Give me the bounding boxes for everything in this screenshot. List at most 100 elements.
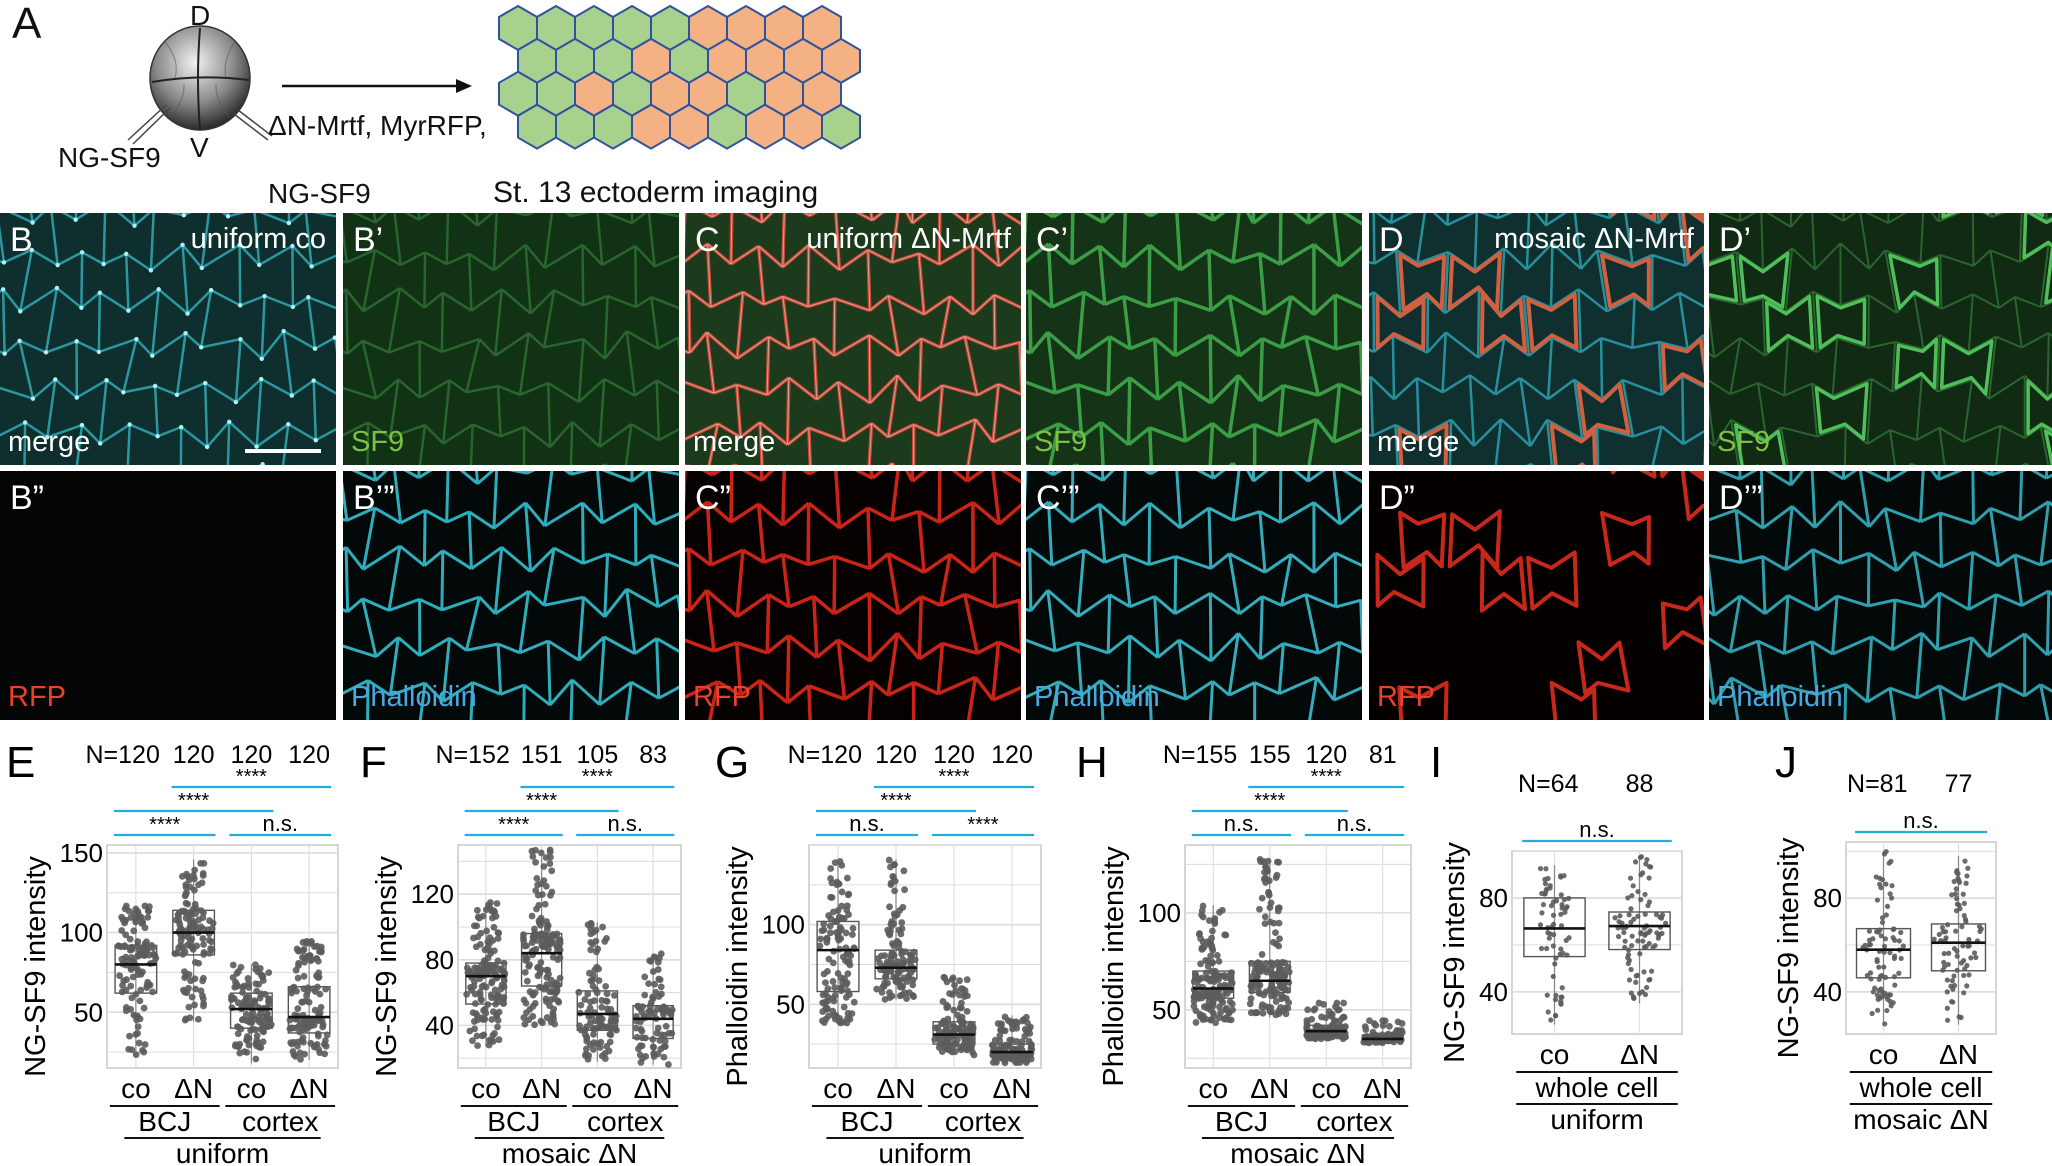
panel-label: J: [1775, 738, 1797, 787]
data-point: [1965, 865, 1971, 871]
data-point: [1628, 919, 1634, 925]
significance-label: ****: [178, 790, 209, 812]
data-point: [1616, 919, 1622, 925]
data-point: [886, 931, 894, 939]
data-point: [1882, 1021, 1888, 1027]
data-point: [650, 1053, 658, 1060]
data-point: [295, 1022, 303, 1030]
data-point: [197, 907, 205, 915]
data-point: [541, 900, 549, 908]
group-label: BCJ: [138, 1106, 191, 1137]
data-point: [1247, 995, 1255, 1003]
data-point: [845, 911, 852, 918]
data-point: [198, 879, 206, 887]
data-point: [1018, 1038, 1026, 1045]
data-point: [1951, 973, 1957, 979]
data-point: [873, 985, 881, 993]
data-point: [1949, 892, 1955, 898]
data-point: [470, 922, 478, 930]
data-point: [1265, 889, 1273, 897]
data-point: [997, 1026, 1005, 1034]
mrtf-expressing-cell: [1815, 294, 1867, 350]
data-point: [1013, 1020, 1021, 1027]
data-point: [520, 937, 528, 944]
data-point: [882, 973, 890, 980]
data-point: [903, 995, 910, 1002]
data-point: [1258, 1003, 1266, 1011]
channel-label: Phalloidin: [351, 681, 477, 713]
data-point: [1538, 945, 1545, 952]
data-point: [523, 977, 531, 985]
data-point: [319, 1023, 327, 1031]
data-point: [536, 983, 543, 991]
mrtf-expressing-cell: [1549, 422, 1598, 465]
data-point: [908, 952, 915, 960]
micrograph-label: B: [10, 221, 33, 259]
mrtf-expressing-cell: [1375, 552, 1426, 609]
channel-label: SF9: [351, 426, 405, 458]
data-point: [1958, 960, 1965, 966]
data-point: [827, 929, 834, 937]
data-point: [469, 1037, 476, 1045]
mrtf-expressing-cell: [1549, 680, 1597, 720]
data-point: [845, 890, 853, 898]
data-point: [533, 905, 540, 913]
data-point: [1539, 910, 1545, 916]
data-point: [665, 1061, 672, 1068]
data-point: [595, 965, 603, 973]
mrtf-expressing-cell: [1479, 292, 1527, 355]
y-tick-label: 100: [762, 910, 805, 940]
channel-label: merge: [1377, 426, 1460, 458]
data-point: [612, 1017, 620, 1025]
data-point: [886, 903, 893, 911]
data-point: [1539, 890, 1545, 897]
n-count-label: 120: [875, 741, 917, 769]
data-point: [825, 912, 832, 919]
data-point: [836, 858, 844, 865]
data-point: [553, 930, 561, 938]
mrtf-expressing-cell: [1576, 382, 1631, 437]
x-category-label: co: [471, 1073, 501, 1104]
data-point: [533, 874, 541, 882]
data-point: [1270, 961, 1277, 969]
data-point: [891, 912, 899, 920]
data-point: [520, 931, 527, 938]
data-point: [1625, 952, 1632, 958]
data-point: [990, 1042, 998, 1050]
data-point: [1941, 959, 1947, 966]
data-point: [1265, 1003, 1273, 1011]
data-point: [176, 921, 184, 929]
data-point: [313, 942, 321, 950]
data-point: [1339, 1031, 1346, 1038]
micrograph-bp-sf9: B’ SF9: [343, 213, 679, 465]
data-point: [145, 951, 153, 959]
data-point: [1215, 957, 1223, 965]
data-point: [1253, 1009, 1261, 1017]
data-point: [829, 908, 837, 916]
data-point: [1643, 861, 1649, 867]
data-point: [833, 881, 841, 889]
data-point: [653, 1029, 661, 1037]
data-point: [230, 995, 238, 1003]
data-point: [252, 1026, 259, 1034]
data-point: [1263, 968, 1270, 976]
significance-label: n.s.: [1224, 811, 1259, 836]
data-point: [1940, 929, 1946, 935]
data-point: [239, 989, 247, 996]
data-point: [590, 1030, 597, 1038]
channel-label: RFP: [8, 681, 66, 713]
data-point: [1964, 983, 1970, 989]
mrtf-expressing-cell: [1939, 337, 1994, 396]
mrtf-expressing-cell: [1680, 471, 1704, 521]
data-point: [900, 959, 908, 967]
data-point: [635, 1004, 643, 1012]
data-point: [969, 1026, 977, 1034]
data-point: [248, 1001, 256, 1009]
data-point: [996, 1032, 1004, 1040]
data-point: [1957, 906, 1963, 912]
data-point: [1207, 952, 1214, 960]
caption-ectoderm-imaging: St. 13 ectoderm imaging: [493, 176, 819, 209]
data-point: [239, 1015, 247, 1023]
data-point: [1874, 992, 1881, 998]
data-point: [944, 1034, 952, 1042]
